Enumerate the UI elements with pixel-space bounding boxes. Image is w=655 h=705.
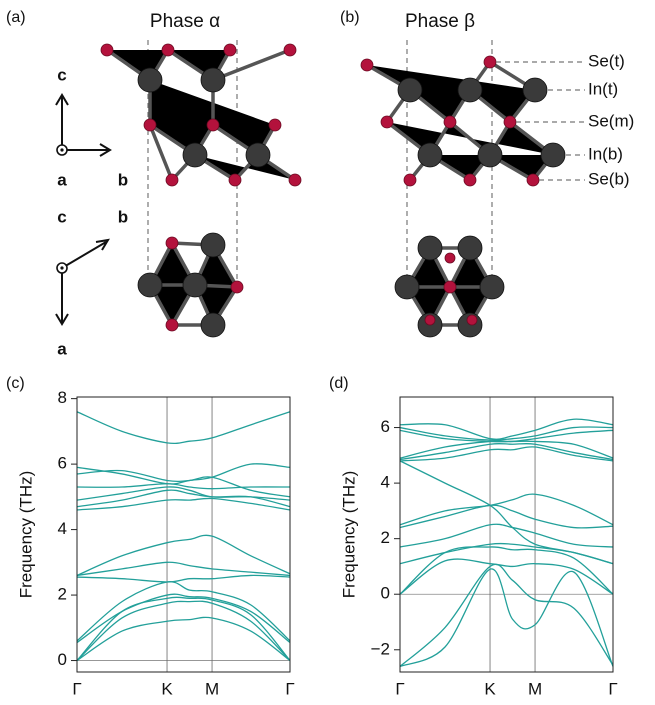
phonon-band [77, 582, 290, 641]
atom-label: In(b) [588, 144, 623, 163]
axis-letter: b [118, 170, 128, 189]
panel-label: (b) [340, 9, 360, 26]
phonon-band [400, 564, 613, 666]
alpha-structure [101, 40, 301, 337]
atom-label: Se(t) [588, 51, 625, 70]
y-tick-label: 0 [381, 584, 390, 603]
phonon-band [77, 535, 290, 575]
axis-letter: a [57, 339, 67, 358]
phonon-band [77, 575, 290, 582]
y-tick-label: 0 [58, 650, 67, 669]
y-axis-label: Frequency (THz) [339, 471, 358, 599]
y-tick-label: 6 [58, 454, 67, 473]
y-tick-label: 8 [58, 388, 67, 407]
x-tick-label: Γ [608, 679, 617, 698]
phonon-band [400, 427, 613, 440]
structure-title: Phase α [150, 11, 220, 32]
plot-frame [400, 397, 613, 672]
x-tick-label: M [528, 679, 542, 698]
panel-label: (d) [329, 375, 349, 392]
phonon-band [400, 543, 613, 563]
panel-label: (a) [6, 9, 26, 26]
axis-letter: b [118, 207, 128, 226]
phonon-band [77, 470, 290, 496]
x-tick-label: K [161, 679, 173, 698]
y-tick-label: 4 [381, 473, 390, 492]
y-tick-label: 6 [381, 417, 390, 436]
axis-letter: c [57, 65, 66, 84]
phonon-band [400, 559, 613, 594]
figure: (a) (b) Phase α Phase β c a b c b a [0, 0, 655, 705]
y-axis-label: Frequency (THz) [16, 471, 35, 599]
atom-label: In(t) [588, 79, 618, 98]
y-tick-label: 4 [58, 519, 67, 538]
plot-frame [77, 397, 290, 672]
y-tick-label: 2 [58, 585, 67, 604]
phonon-band [400, 430, 613, 441]
y-tick-label: 2 [381, 528, 390, 547]
phonon-band [77, 484, 290, 489]
phonon-band [77, 412, 290, 444]
phonon-band [77, 498, 290, 510]
phonon-band [77, 562, 290, 575]
panel-label: (c) [6, 375, 25, 392]
beta-structure [361, 40, 585, 337]
x-tick-label: Γ [285, 679, 294, 698]
axis-letter: a [57, 170, 67, 189]
atom-label: Se(b) [588, 169, 630, 188]
atom-label: Se(m) [588, 111, 634, 130]
x-tick-label: K [484, 679, 496, 698]
y-tick-label: −2 [371, 639, 390, 658]
x-tick-label: Γ [395, 679, 404, 698]
structure-title: Phase β [405, 11, 475, 32]
x-tick-label: Γ [72, 679, 81, 698]
x-tick-label: M [205, 679, 219, 698]
axis-letter: c [57, 207, 66, 226]
phonon-band [400, 569, 613, 667]
